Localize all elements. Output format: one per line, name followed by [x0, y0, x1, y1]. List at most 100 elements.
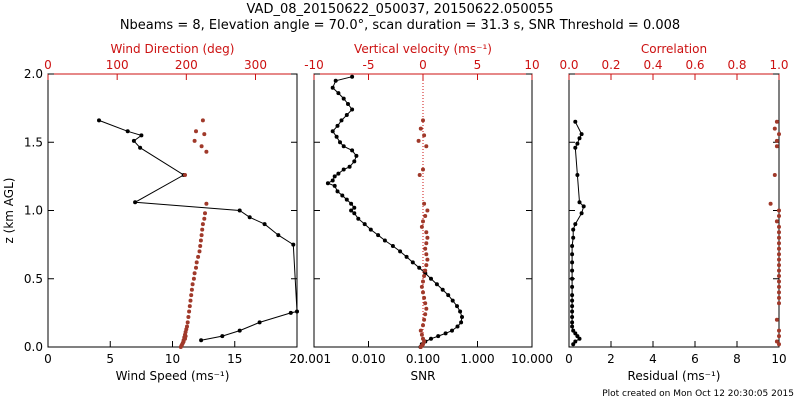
- data-point: [772, 126, 777, 131]
- series-line: [98, 119, 298, 341]
- data-point: [422, 201, 427, 206]
- data-point: [774, 138, 779, 143]
- data-point: [199, 233, 204, 238]
- data-point: [446, 293, 451, 298]
- data-point: [376, 233, 381, 238]
- data-point: [777, 274, 781, 278]
- data-point: [436, 334, 441, 339]
- y-tick-label: 2.0: [24, 67, 43, 81]
- bottom-axis-label: SNR: [411, 369, 436, 383]
- data-point: [200, 118, 205, 123]
- data-point: [183, 334, 188, 339]
- data-point: [247, 215, 252, 220]
- bottom-tick-label: 2: [607, 352, 615, 366]
- data-point: [197, 249, 202, 254]
- data-point: [332, 174, 337, 179]
- data-point: [424, 263, 429, 268]
- data-point: [295, 309, 299, 314]
- data-point: [341, 144, 346, 149]
- data-point: [325, 181, 330, 186]
- data-point: [423, 268, 428, 273]
- data-point: [575, 141, 580, 146]
- top-tick-label: 0: [419, 58, 427, 72]
- data-point: [419, 332, 424, 337]
- data-point: [350, 74, 355, 79]
- data-point: [332, 183, 337, 188]
- data-point: [139, 133, 144, 138]
- data-point: [777, 246, 781, 251]
- data-point: [404, 254, 409, 259]
- data-point: [334, 134, 339, 139]
- data-point: [423, 301, 428, 306]
- data-point: [97, 118, 101, 123]
- data-point: [187, 304, 192, 309]
- data-point: [777, 230, 781, 235]
- data-point: [125, 129, 130, 134]
- data-point: [199, 338, 204, 343]
- data-point: [774, 144, 779, 149]
- data-point: [203, 211, 207, 216]
- bottom-tick-label: 6: [691, 352, 699, 366]
- data-point: [777, 235, 781, 240]
- data-point: [777, 214, 781, 218]
- data-point: [199, 144, 204, 149]
- top-axis-label: Wind Direction (deg): [111, 42, 235, 56]
- bottom-tick-label: 0: [44, 352, 52, 366]
- data-point: [570, 315, 575, 319]
- y-tick-label: 0.5: [24, 272, 43, 286]
- data-point: [772, 173, 777, 177]
- data-point: [571, 342, 576, 347]
- data-point: [288, 310, 293, 315]
- data-point: [571, 227, 576, 232]
- data-point: [349, 201, 354, 206]
- data-point: [187, 309, 192, 314]
- data-point: [424, 144, 429, 149]
- bottom-axis-label: Wind Speed (ms⁻¹): [116, 369, 230, 383]
- data-point: [777, 342, 781, 347]
- data-point: [777, 208, 781, 213]
- data-point: [450, 298, 455, 303]
- data-point: [424, 252, 429, 257]
- data-point: [194, 265, 198, 270]
- data-point: [200, 222, 205, 227]
- data-point: [573, 222, 578, 227]
- data-point: [423, 214, 428, 218]
- data-point: [418, 328, 423, 333]
- data-point: [429, 336, 433, 341]
- data-point: [196, 254, 201, 259]
- data-point: [570, 268, 575, 273]
- bottom-tick-label: 8: [733, 352, 741, 366]
- data-point: [579, 132, 584, 137]
- data-point: [368, 227, 373, 232]
- data-point: [570, 284, 575, 289]
- data-point: [291, 242, 296, 247]
- data-point: [425, 235, 430, 240]
- top-tick-label: 5: [474, 58, 482, 72]
- top-axis-label: Vertical velocity (ms⁻¹): [354, 42, 492, 56]
- bottom-tick-label: 10: [771, 352, 786, 366]
- data-point: [455, 324, 460, 329]
- top-tick-label: 0.0: [559, 58, 578, 72]
- bottom-tick-label: 10.000: [511, 352, 553, 366]
- data-point: [350, 107, 355, 112]
- data-point: [422, 295, 427, 300]
- data-point: [131, 138, 136, 143]
- data-point: [186, 315, 191, 319]
- data-point: [577, 200, 582, 205]
- data-point: [204, 201, 209, 206]
- data-point: [579, 211, 584, 216]
- data-point: [417, 265, 422, 270]
- data-point: [330, 129, 335, 134]
- data-point: [339, 118, 344, 123]
- data-point: [577, 336, 582, 341]
- data-point: [338, 140, 342, 145]
- data-point: [330, 85, 335, 90]
- data-point: [204, 149, 209, 154]
- data-point: [237, 208, 242, 213]
- data-point: [194, 129, 198, 134]
- plot-frame: [568, 73, 780, 348]
- data-point: [189, 293, 194, 298]
- data-point: [450, 328, 454, 333]
- data-point: [202, 132, 207, 137]
